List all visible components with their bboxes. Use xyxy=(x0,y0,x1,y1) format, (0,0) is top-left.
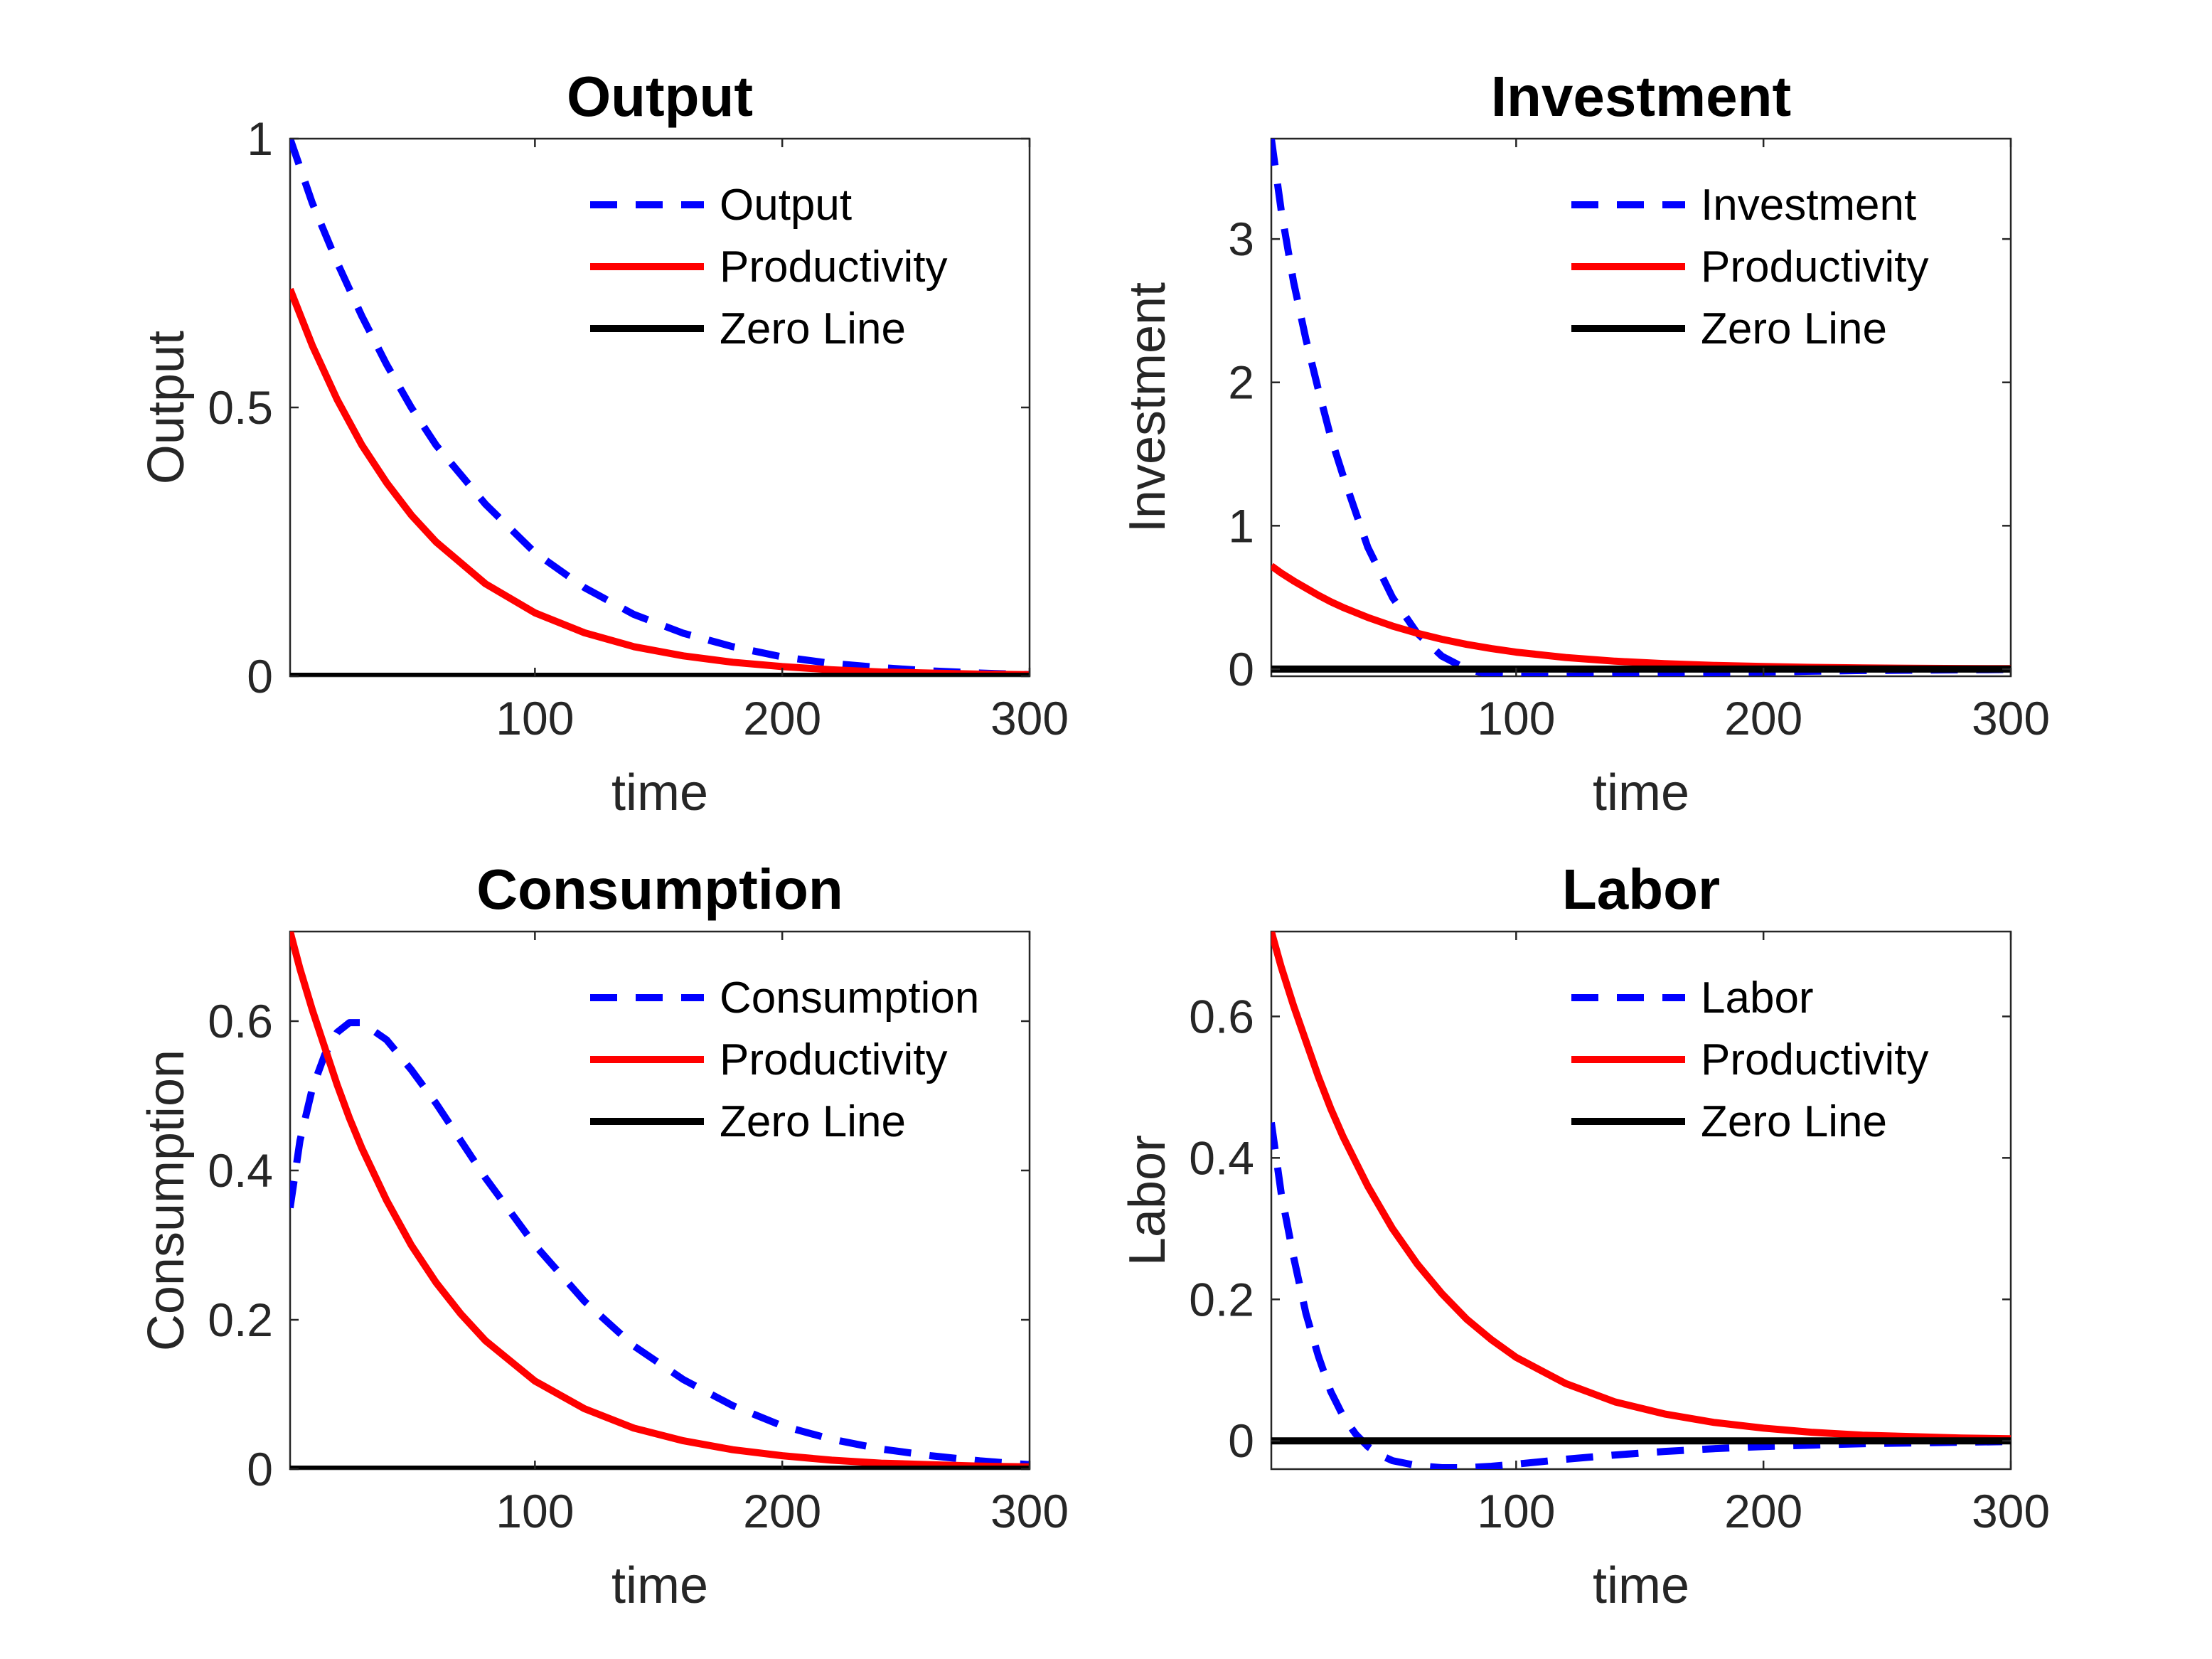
y-tick-label: 0.2 xyxy=(1189,1273,1254,1325)
y-tick-label: 1 xyxy=(247,112,273,165)
x-tick-label: 100 xyxy=(1477,1485,1555,1537)
y-axis-label: Output xyxy=(138,331,195,484)
legend-label-output: Output xyxy=(720,181,852,230)
legend-label-productivity: Productivity xyxy=(720,1035,947,1084)
legend: Investment Productivity Zero Line xyxy=(1571,181,1928,353)
plot-area xyxy=(1271,139,2011,676)
x-tick-label: 100 xyxy=(1477,692,1555,745)
y-tick-label: 0.6 xyxy=(1189,990,1254,1042)
y-tick-label: 0.6 xyxy=(208,995,273,1047)
legend-label-productivity: Productivity xyxy=(720,242,947,292)
y-axis-label: Labor xyxy=(1119,1135,1176,1266)
x-tick-label: 300 xyxy=(990,1485,1069,1537)
y-tick-label: 0.2 xyxy=(208,1293,273,1346)
x-tick-label: 200 xyxy=(743,1485,821,1537)
axes-box xyxy=(1270,137,2012,678)
legend-label-labor: Labor xyxy=(1701,973,1814,1023)
series-line-consumption xyxy=(290,1019,1030,1468)
chart-title: Consumption xyxy=(476,858,843,921)
x-axis-label: time xyxy=(611,1557,708,1614)
x-axis-label: time xyxy=(1593,1557,1689,1614)
panel-investment: 100 200 3000123InvestmenttimeInvestmentInv… xyxy=(1119,65,2050,821)
y-tick-label: 0.5 xyxy=(208,381,273,434)
plot-area xyxy=(290,139,1030,676)
legend-label-productivity: Productivity xyxy=(1701,242,1928,292)
y-tick-label: 3 xyxy=(1228,213,1254,265)
x-tick-label: 100 xyxy=(496,1485,574,1537)
legend-label-investment: Investment xyxy=(1701,181,1916,230)
x-axis-label: time xyxy=(611,764,708,821)
y-tick-label: 2 xyxy=(1228,356,1254,409)
y-tick-label: 0 xyxy=(247,650,273,703)
series-line-output xyxy=(290,139,1030,676)
x-tick-label: 200 xyxy=(1724,692,1802,745)
x-tick-label: 100 xyxy=(496,692,574,745)
x-tick-label: 300 xyxy=(1972,1485,2050,1537)
chart-title: Labor xyxy=(1562,858,1720,921)
legend-label-productivity: Productivity xyxy=(1701,1035,1928,1084)
y-tick-label: 0 xyxy=(247,1443,273,1495)
axes-box xyxy=(1270,930,2012,1471)
y-tick-label: 1 xyxy=(1228,499,1254,552)
x-tick-label: 200 xyxy=(1724,1485,1802,1537)
legend: Labor Productivity Zero Line xyxy=(1571,973,1928,1146)
legend: Output Productivity Zero Line xyxy=(590,181,947,353)
series-line-productivity xyxy=(290,287,1030,676)
x-axis-label: time xyxy=(1593,764,1689,821)
y-tick-label: 0.4 xyxy=(1189,1131,1254,1184)
y-axis-label: Consumption xyxy=(138,1050,195,1351)
legend-label-zero-line: Zero Line xyxy=(1701,304,1887,353)
plot-area xyxy=(1271,932,2011,1469)
x-tick-label: 300 xyxy=(990,692,1069,745)
legend-label-zero-line: Zero Line xyxy=(720,1097,906,1146)
legend-label-consumption: Consumption xyxy=(720,973,979,1023)
series-line-labor xyxy=(1271,1121,2011,1469)
legend-label-zero-line: Zero Line xyxy=(720,304,906,353)
x-tick-label: 200 xyxy=(743,692,821,745)
chart-title: Investment xyxy=(1491,65,1791,128)
axes-box xyxy=(289,930,1031,1471)
panel-labor: 100 200 300 0 0.2 0.4 0.6 Labor time Labor Labor Pr… xyxy=(1119,858,2050,1614)
x-tick-label: 300 xyxy=(1972,692,2050,745)
y-tick-label: 0.4 xyxy=(208,1144,273,1197)
plot-area xyxy=(290,932,1030,1469)
panel-output: 100 200 300 0 0.5 1 Output time Output Output Prod… xyxy=(138,65,1069,821)
panel-consumption: 100 200 30000.20.40.6ConsumptiontimeConsum… xyxy=(138,858,1069,1614)
y-axis-label: Investment xyxy=(1119,282,1176,533)
y-tick-label: 0 xyxy=(1228,643,1254,695)
series-line-productivity xyxy=(1271,932,2011,1443)
axes-box xyxy=(289,137,1031,678)
chart-title: Output xyxy=(567,65,753,128)
y-tick-label: 0 xyxy=(1228,1414,1254,1467)
series-line-productivity xyxy=(290,932,1030,1469)
legend: Consumption Productivity Zero Line xyxy=(590,973,979,1146)
legend-label-zero-line: Zero Line xyxy=(1701,1097,1887,1146)
